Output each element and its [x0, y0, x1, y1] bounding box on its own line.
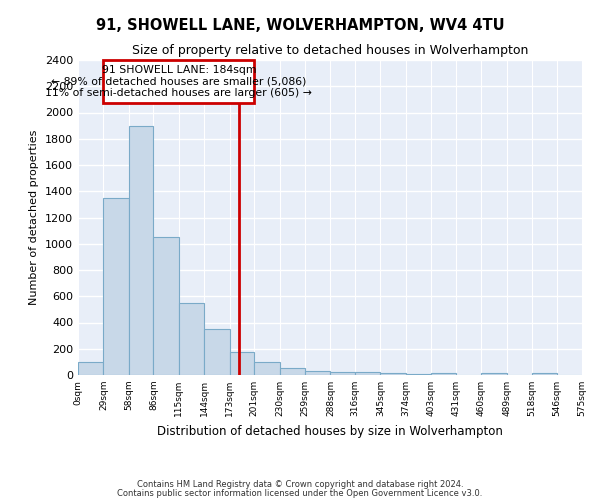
- Bar: [230, 352, 254, 375]
- Bar: [254, 362, 280, 375]
- Bar: [204, 329, 230, 375]
- Bar: [179, 303, 204, 375]
- Bar: [331, 372, 355, 375]
- Text: Contains HM Land Registry data © Crown copyright and database right 2024.: Contains HM Land Registry data © Crown c…: [137, 480, 463, 489]
- Text: 91 SHOWELL LANE: 184sqm
← 89% of detached houses are smaller (5,086)
11% of semi: 91 SHOWELL LANE: 184sqm ← 89% of detache…: [46, 65, 312, 98]
- X-axis label: Distribution of detached houses by size in Wolverhampton: Distribution of detached houses by size …: [157, 424, 503, 438]
- Text: 91, SHOWELL LANE, WOLVERHAMPTON, WV4 4TU: 91, SHOWELL LANE, WOLVERHAMPTON, WV4 4TU: [95, 18, 505, 32]
- Bar: [481, 373, 506, 375]
- Bar: [129, 126, 154, 375]
- Bar: [103, 60, 254, 104]
- Text: Contains public sector information licensed under the Open Government Licence v3: Contains public sector information licen…: [118, 488, 482, 498]
- Bar: [154, 237, 179, 375]
- Bar: [532, 373, 557, 375]
- Bar: [431, 373, 456, 375]
- Bar: [355, 372, 380, 375]
- Bar: [103, 198, 129, 375]
- Bar: [78, 362, 103, 375]
- Bar: [280, 368, 305, 375]
- Bar: [406, 374, 431, 375]
- Bar: [380, 373, 406, 375]
- Y-axis label: Number of detached properties: Number of detached properties: [29, 130, 40, 305]
- Bar: [305, 371, 331, 375]
- Title: Size of property relative to detached houses in Wolverhampton: Size of property relative to detached ho…: [132, 44, 528, 58]
